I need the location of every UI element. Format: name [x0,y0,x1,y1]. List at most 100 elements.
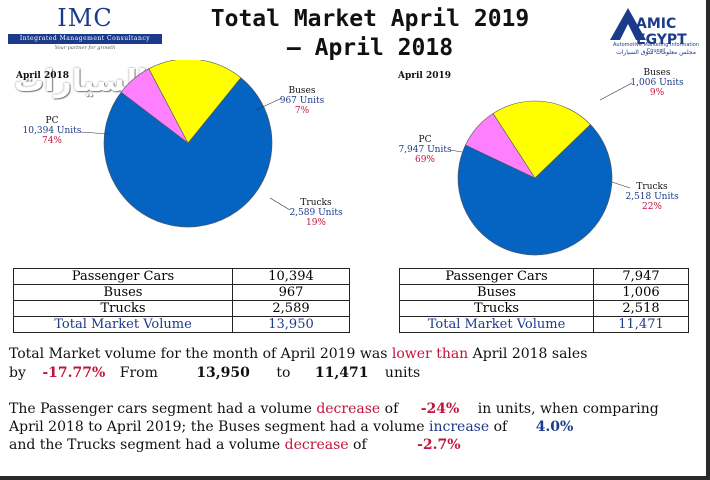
pie-label-name: Buses [289,86,316,96]
pie-title: April 2018 [15,71,69,81]
summary-text: April 2018 sales [472,346,588,362]
summary-text: of [384,401,399,417]
amic-logo-subtitle: Automotive Marketing Information Council [613,42,699,54]
summary-line-2: by -17.77% From 13,950 to 11,471 units [9,365,420,381]
table-cell-value: 1,006 [593,284,689,301]
summary-highlight: -24% [420,401,460,417]
pie-slice-trucks [492,100,591,179]
page-title-line2: – April 2018 [286,35,454,61]
pie-label-name: Trucks [636,182,668,192]
pie-label-name: PC [419,135,432,145]
pie-slice-trucks [148,60,242,144]
summary-value: 13,950 [196,365,250,381]
table-cell-value: 2,518 [593,300,689,317]
summary-line-1: Total Market volume for the month of Apr… [9,346,587,362]
table-cell-label: Total Market Volume [399,316,594,333]
amic-logo-line1: AMIC [636,16,677,32]
summary-text: units [384,365,421,381]
table-cell-label: Total Market Volume [13,316,233,333]
summary-value: 4.0% [535,419,574,435]
leader-line [449,149,463,153]
imc-logo-tagline: Integrated Management Consultancy [8,34,162,44]
summary-text: by [9,365,26,381]
summary-text: of [493,419,508,435]
leader-line [611,181,631,189]
pie-label-pct: 9% [650,88,665,98]
page-title-line1: Total Market April 2019 [210,6,530,32]
table-cell-value: 967 [232,284,350,301]
amic-logo: AMIC EGYPT Automotive Marketing Informat… [606,6,704,58]
table-april-2019: Passenger Cars 7,947 Buses 1,006 Trucks … [399,268,689,333]
amic-logo-mark [610,8,646,40]
summary-highlight: -2.7% [417,437,461,453]
summary-text: in units, when comparing [477,401,659,417]
leader-line [255,97,283,111]
pie-title: April 2019 [397,71,451,81]
table-cell-label: Passenger Cars [399,268,594,285]
pie-label-units: 2,518 Units [625,192,679,202]
table-row: Buses 967 [13,284,350,301]
summary-highlight: -17.77% [42,365,106,381]
pie-label-name: Buses [644,68,671,78]
summary-line-3: The Passenger cars segment had a volume … [9,401,659,417]
table-row-total: Total Market Volume 13,950 [13,316,350,333]
pie-label-name: PC [46,116,59,126]
pie-label-pct: 7% [295,106,310,116]
page-title: Total Market April 2019 – April 2018 [170,5,570,63]
pie-label-pct: 19% [306,218,326,228]
summary-value: 11,471 [314,365,369,381]
amic-logo-text: AMIC EGYPT [636,16,687,48]
pie-label-units: 967 Units [280,96,325,106]
pie-label-units: 10,394 Units [23,126,82,136]
summary-text: From [119,365,158,381]
table-cell-value: 13,950 [232,316,350,333]
pie-label-units: 2,589 Units [289,208,343,218]
summary-highlight: increase [429,419,490,435]
table-cell-label: Trucks [399,300,594,317]
pie-label-pct: 69% [415,155,435,165]
summary-text: Total Market volume for the month of Apr… [9,346,388,362]
table-april-2018: Passenger Cars 10,394 Buses 967 Trucks 2… [13,268,350,333]
table-row: Trucks 2,589 [13,300,350,317]
pie-label-pct: 74% [42,136,62,146]
leader-line [79,131,111,135]
summary-highlight: decrease [284,437,349,453]
table-cell-value: 10,394 [232,268,350,285]
summary-text: to [276,365,291,381]
leader-line [599,82,633,101]
pie-slice-pc [457,124,613,256]
amic-logo-subtitle-ar: مجلس معلومات سوق السيارات [616,49,696,56]
pie-label-name: Trucks [300,198,332,208]
summary-text: The Passenger cars segment had a volume [9,401,312,417]
table-cell-value: 11,471 [593,316,689,333]
table-cell-label: Buses [399,284,594,301]
table-row: Passenger Cars 10,394 [13,268,350,285]
table-cell-value: 7,947 [593,268,689,285]
leader-line [269,197,291,211]
pie-label-units: 1,006 Units [630,78,684,88]
summary-highlight: lower than [391,346,469,362]
table-row: Passenger Cars 7,947 [399,268,689,285]
summary-line-5: and the Trucks segment had a volume decr… [9,437,461,453]
table-row: Trucks 2,518 [399,300,689,317]
table-cell-label: Passenger Cars [13,268,233,285]
imc-logo-name: IMC [57,4,113,32]
pie-slice-pc [103,77,273,228]
summary-highlight: decrease [316,401,381,417]
pie-label-units: 7,947 Units [398,145,452,155]
imc-logo: IMC Integrated Management Consultancy Yo… [8,4,162,51]
table-cell-label: Trucks [13,300,233,317]
imc-logo-slogan: Your partner for growth [54,45,116,51]
summary-text: and the Trucks segment had a volume [9,437,281,453]
table-row-total: Total Market Volume 11,471 [399,316,689,333]
table-cell-value: 2,589 [232,300,350,317]
pie-label-pct: 22% [642,202,662,212]
amic-logo-line2: EGYPT [636,32,687,48]
summary-text: April 2018 to April 2019; the Buses segm… [9,419,425,435]
summary-text: of [353,437,367,453]
summary-line-4: April 2018 to April 2019; the Buses segm… [9,419,573,435]
